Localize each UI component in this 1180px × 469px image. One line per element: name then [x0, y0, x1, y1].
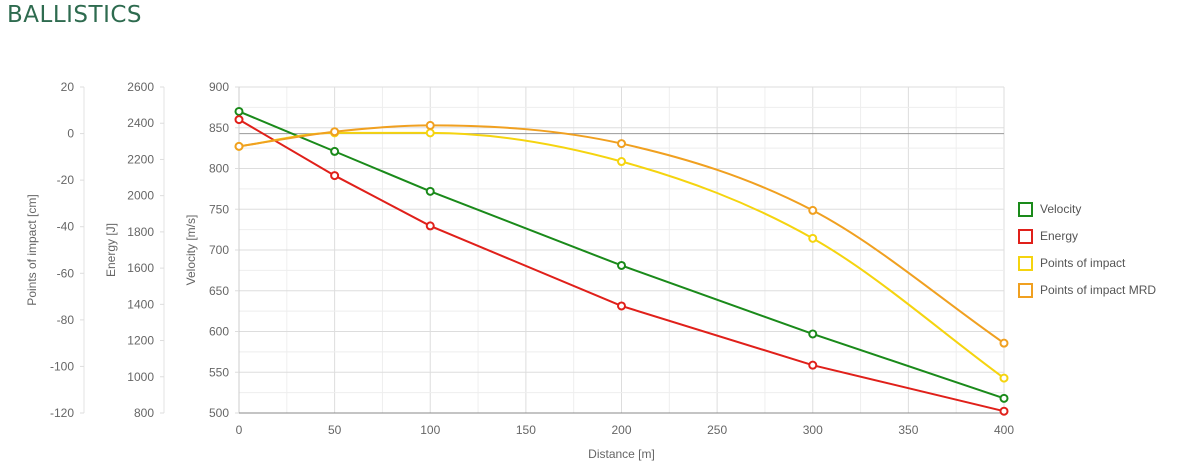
data-point-velocity[interactable]: [330, 146, 340, 156]
x-tick-label: 250: [707, 423, 727, 437]
series-layer: [234, 106, 1009, 416]
legend-label-points-of-impact-mrd: Points of impact MRD: [1040, 283, 1156, 297]
velocity-tick-label: 550: [209, 365, 229, 379]
velocity-tick-label: 500: [209, 406, 229, 420]
data-point-points-of-impact-mrd[interactable]: [234, 141, 244, 151]
data-point-points-of-impact[interactable]: [808, 233, 818, 243]
impact-tick-label: -60: [57, 266, 75, 280]
data-point-points-of-impact[interactable]: [425, 128, 435, 138]
legend-swatch-points-of-impact: [1018, 256, 1033, 271]
velocity-tick-label: 650: [209, 284, 229, 298]
data-point-energy[interactable]: [425, 221, 435, 231]
x-tick-label: 400: [994, 423, 1014, 437]
velocity-axis-title: Velocity [m/s]: [184, 215, 198, 286]
legend-label-points-of-impact: Points of impact: [1040, 256, 1126, 270]
x-tick-label: 150: [516, 423, 536, 437]
energy-tick-label: 2400: [127, 116, 154, 130]
data-point-velocity[interactable]: [234, 106, 244, 116]
x-tick-label: 200: [611, 423, 631, 437]
data-point-energy[interactable]: [808, 360, 818, 370]
data-point-energy[interactable]: [617, 301, 626, 311]
velocity-tick-label: 850: [209, 121, 229, 135]
energy-tick-label: 1200: [127, 334, 154, 348]
impact-tick-label: -20: [57, 173, 75, 187]
data-point-points-of-impact-mrd[interactable]: [999, 338, 1009, 348]
legend-label-energy: Energy: [1040, 229, 1078, 243]
x-tick-label: 350: [898, 423, 918, 437]
data-point-points-of-impact-mrd[interactable]: [617, 139, 626, 149]
impact-tick-label: 20: [61, 80, 75, 94]
legend-item-energy[interactable]: Energy: [1018, 229, 1078, 244]
velocity-tick-label: 600: [209, 325, 229, 339]
energy-tick-label: 2600: [127, 80, 154, 94]
energy-tick-label: 1800: [127, 225, 154, 239]
x-tick-label: 50: [328, 423, 342, 437]
impact-tick-label: -80: [57, 313, 75, 327]
velocity-tick-label: 700: [209, 243, 229, 257]
legend-item-points-of-impact[interactable]: Points of impact: [1018, 256, 1126, 271]
x-axis-title: Distance [m]: [588, 447, 655, 461]
data-point-points-of-impact[interactable]: [999, 373, 1009, 383]
data-point-points-of-impact-mrd[interactable]: [808, 205, 818, 215]
legend-item-points-of-impact-mrd[interactable]: Points of impact MRD: [1018, 283, 1156, 298]
grid-layer: [238, 86, 1005, 414]
legend-label-velocity: Velocity: [1040, 202, 1081, 216]
legend-item-velocity[interactable]: Velocity: [1018, 202, 1081, 217]
impact-tick-label: -120: [50, 406, 74, 420]
energy-tick-label: 1400: [127, 297, 154, 311]
impact-axis-title: Points of impact [cm]: [25, 194, 39, 305]
energy-tick-label: 2000: [127, 189, 154, 203]
energy-tick-label: 2200: [127, 152, 154, 166]
data-point-points-of-impact[interactable]: [617, 157, 626, 167]
page-title: BALLISTICS: [7, 2, 143, 28]
energy-tick-label: 1600: [127, 261, 154, 275]
data-point-velocity[interactable]: [425, 186, 435, 196]
velocity-tick-label: 800: [209, 162, 229, 176]
energy-axis-title: Energy [J]: [104, 223, 118, 277]
impact-tick-label: -40: [57, 220, 75, 234]
legend-swatch-points-of-impact-mrd: [1018, 283, 1033, 298]
legend-swatch-velocity: [1018, 202, 1033, 217]
data-point-energy[interactable]: [330, 171, 340, 181]
data-point-velocity[interactable]: [999, 393, 1009, 403]
series-line-energy: [238, 118, 1005, 413]
data-point-energy[interactable]: [999, 406, 1009, 416]
data-point-energy[interactable]: [234, 115, 244, 125]
data-point-points-of-impact-mrd[interactable]: [425, 120, 435, 130]
x-tick-label: 0: [236, 423, 243, 437]
impact-tick-label: -100: [50, 359, 74, 373]
legend-layer: Velocity Energy Points of impact Points of …: [1018, 202, 1156, 298]
x-tick-label: 100: [420, 423, 440, 437]
data-point-velocity[interactable]: [617, 260, 626, 270]
energy-tick-label: 1000: [127, 370, 154, 384]
data-point-points-of-impact-mrd[interactable]: [330, 127, 340, 137]
series-line-velocity: [238, 110, 1005, 400]
impact-tick-label: 0: [67, 127, 74, 141]
velocity-tick-label: 750: [209, 202, 229, 216]
x-tick-label: 300: [803, 423, 823, 437]
data-point-velocity[interactable]: [808, 329, 818, 339]
energy-tick-label: 800: [134, 406, 154, 420]
legend-swatch-energy: [1018, 229, 1033, 244]
velocity-tick-label: 900: [209, 80, 229, 94]
